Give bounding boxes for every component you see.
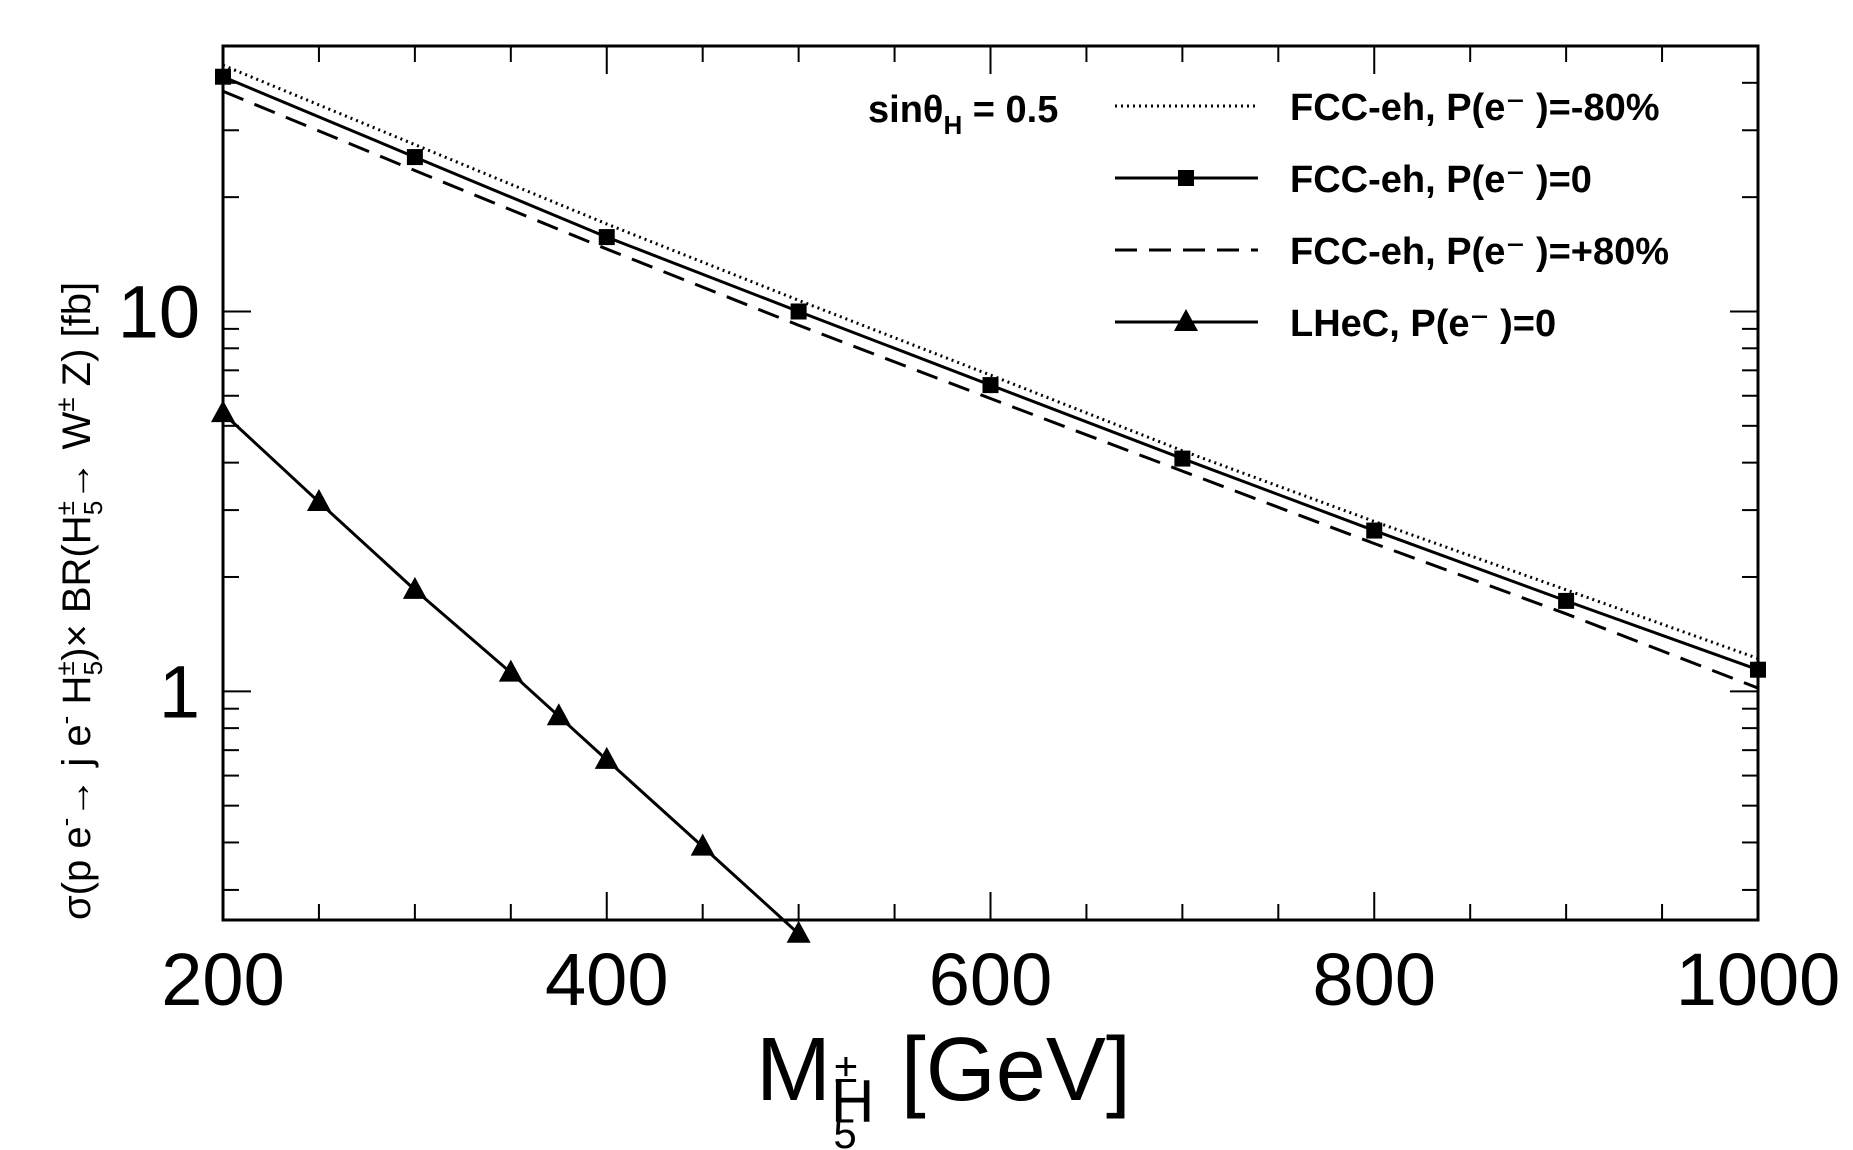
x-tick-label: 600	[929, 938, 1052, 1021]
triangle-marker	[402, 576, 427, 599]
square-marker	[1174, 450, 1191, 467]
series-line	[222, 63, 1759, 660]
square-marker	[1558, 592, 1575, 609]
square-marker	[1366, 522, 1383, 539]
y-axis-title: σ(p e-→ j e- H±5)× BR(H±5→ W± Z) [fb]	[50, 282, 108, 920]
legend-label: FCC-eh, P(e⁻ )=0	[1290, 159, 1592, 201]
series-line	[221, 412, 800, 935]
y-tick-labels: 1 10	[118, 270, 200, 733]
triangle-marker	[690, 833, 715, 856]
triangle-marker	[594, 746, 619, 769]
y-tick-label: 10	[118, 270, 200, 353]
y-tick-label: 1	[159, 650, 200, 733]
x-axis-title: MH± 5[GeV]	[756, 1020, 1131, 1150]
x-tick-label: 400	[545, 938, 668, 1021]
x-tick-labels: 200 400 600 800 1000	[161, 938, 1840, 1021]
x-tick-label: 1000	[1676, 938, 1841, 1021]
series-line	[222, 89, 1759, 690]
series-group	[222, 63, 1759, 660]
triangle-marker	[498, 659, 523, 682]
square-marker	[982, 377, 999, 394]
square-marker	[1178, 170, 1194, 186]
legend-label: FCC-eh, P(e⁻ )=-80%	[1290, 87, 1660, 129]
triangle-marker	[306, 489, 331, 512]
series-group	[215, 68, 1766, 678]
x-tick-label: 800	[1313, 938, 1436, 1021]
legend-label: LHeC, P(e⁻ )=0	[1290, 303, 1556, 345]
axis-ticks	[222, 45, 1759, 920]
x-tick-label: 200	[161, 938, 284, 1021]
triangle-marker	[1174, 309, 1198, 331]
triangle-marker	[546, 703, 571, 726]
series-group	[222, 89, 1759, 690]
triangle-marker	[786, 920, 811, 943]
square-marker	[406, 149, 423, 166]
series-group	[211, 400, 811, 943]
triangle-marker	[211, 400, 235, 423]
annotation-sin-theta: sinθH = 0.5	[868, 89, 1058, 140]
square-marker	[1750, 661, 1766, 678]
square-marker	[215, 68, 231, 85]
square-marker	[790, 303, 807, 320]
square-marker	[598, 229, 615, 246]
series-layer	[211, 63, 1766, 943]
legend: FCC-eh, P(e⁻ )=-80% FCC-eh, P(e⁻ )=0 FCC-e…	[1115, 87, 1669, 345]
legend-label: FCC-eh, P(e⁻ )=+80%	[1290, 231, 1669, 273]
